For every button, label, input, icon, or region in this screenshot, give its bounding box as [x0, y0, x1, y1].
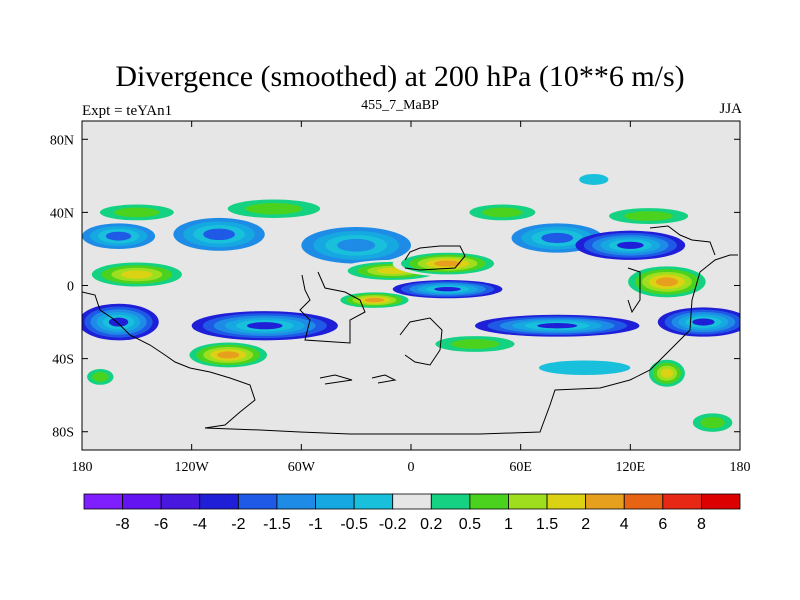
divergence-cell-10	[82, 259, 192, 290]
colorbar-swatch	[623, 493, 664, 510]
y-tick-label: 40N	[50, 206, 74, 221]
coastline-outline	[82, 225, 738, 435]
season-label: JJA	[719, 101, 742, 117]
colorbar-swatch	[237, 493, 278, 510]
x-tick-label: 0	[408, 460, 415, 475]
chart-title: Divergence (smoothed) at 200 hPa (10**6 …	[115, 60, 685, 93]
x-tick-label: 180	[730, 460, 751, 475]
x-axis: 180 120W 60W 0 60E 120E 180	[72, 121, 751, 475]
divergence-cell-17	[82, 303, 159, 341]
colorbar-swatch	[160, 493, 201, 510]
divergence-cell-8	[593, 205, 704, 228]
colorbar-swatch	[546, 493, 587, 510]
divergence-cell-22	[644, 356, 689, 390]
colorbar-swatch	[508, 493, 548, 510]
colorbar-swatch	[276, 493, 316, 510]
divergence-cell-16	[191, 311, 338, 341]
divergence-cell-4	[575, 230, 686, 260]
colorbar-label: -8	[115, 516, 129, 533]
divergence-cell-21	[420, 333, 530, 355]
colorbar-swatch	[315, 493, 355, 510]
colorbar-swatch	[122, 493, 162, 510]
colorbar-swatch	[353, 493, 394, 510]
y-tick-label: 80N	[50, 133, 74, 148]
divergence-cell-0	[82, 223, 156, 249]
plot-area	[82, 121, 740, 450]
x-tick-label: 180	[72, 460, 93, 475]
y-tick-label: 80S	[52, 426, 74, 441]
divergence-cell-20	[182, 340, 274, 370]
divergence-cell-25	[685, 409, 740, 436]
y-tick-label: 0	[67, 280, 74, 295]
divergence-cell-24	[538, 360, 631, 376]
colorbar-swatch	[469, 493, 509, 510]
x-tick-label: 120E	[616, 460, 646, 475]
colorbar-swatch	[662, 493, 702, 510]
colorbar-swatch	[83, 493, 123, 510]
colorbar-label: 8	[697, 516, 706, 533]
colorbar-label: -0.2	[379, 516, 407, 533]
colorbar-label: 6	[658, 516, 667, 533]
colorbar-label: -1	[308, 516, 322, 533]
divergence-cell-18	[474, 314, 640, 337]
colorbar-swatch	[701, 493, 741, 510]
x-tick-label: 60E	[509, 460, 532, 475]
colorbar-label: 2	[581, 516, 590, 533]
divergence-cell-2	[301, 227, 411, 264]
y-tick-label: 40S	[52, 353, 74, 368]
colorbar-label: -0.5	[340, 516, 368, 533]
colorbar-swatch	[392, 493, 432, 510]
run-label: 455_7_MaBP	[361, 98, 439, 113]
colorbar-swatch	[430, 493, 471, 510]
divergence-cell-15	[392, 280, 503, 299]
colorbar-label: -4	[193, 516, 207, 533]
divergence-cell-1	[173, 217, 265, 251]
divergence-cell-7	[456, 201, 549, 224]
divergence-cell-5	[85, 201, 189, 224]
divergence-cell-19	[657, 307, 740, 337]
colorbar-label: 0.5	[459, 516, 481, 533]
colorbar-label: 4	[620, 516, 629, 533]
colorbar: -8 -6 -4 -2 -1.5 -1 -0.5 -0.2 0.2 0.5 1 1.5 2 4 6 8	[83, 493, 741, 533]
colorbar-label: 0.2	[420, 516, 442, 533]
colorbar-label: -6	[154, 516, 168, 533]
colorbar-swatch	[585, 493, 625, 510]
divergence-cell-23	[82, 365, 119, 388]
divergence-cell-14	[334, 290, 415, 310]
divergence-cell-6	[209, 195, 338, 222]
colorbar-label: 1	[504, 516, 513, 533]
x-tick-label: 60W	[288, 460, 316, 475]
colorbar-swatch	[199, 493, 239, 510]
y-axis: 80N 40N 0 40S 80S	[50, 133, 740, 441]
x-tick-label: 120W	[175, 460, 210, 475]
divergence-cell-9	[579, 174, 609, 185]
experiment-label: Expt = teYAn1	[82, 103, 173, 119]
divergence-cell-13	[621, 263, 713, 301]
colorbar-label: 1.5	[536, 516, 558, 533]
divergence-cell-12	[392, 250, 503, 277]
colorbar-label: -1.5	[263, 516, 291, 533]
colorbar-label: -2	[231, 516, 245, 533]
